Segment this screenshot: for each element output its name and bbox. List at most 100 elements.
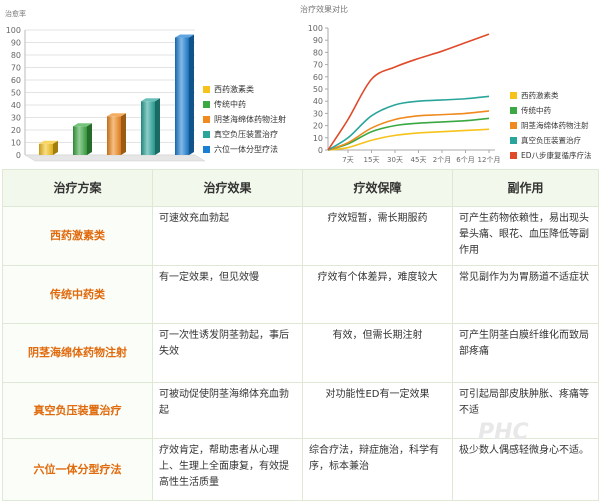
bar-side [155,98,160,155]
table-row: 阴茎海绵体药物注射 可一次性诱发阴茎勃起，事后失效 有效，但需长期注射 可产生阴… [2,323,599,383]
bar-side [189,34,194,155]
row-plan: 六位一体分型疗法 [2,438,153,501]
legend-swatch [203,101,210,108]
row-side-effect: 可产生阴茎白膜纤维化而致局部疼痛 [452,323,599,383]
y-tick-label: 50 [11,89,21,98]
legend-label: 真空负压装置治疗 [521,135,581,145]
series-line [327,33,490,151]
bar-chart-floor [24,154,206,162]
bar-chart-y-ticks: 0 10 20 30 40 50 60 70 80 90 100 [6,26,21,160]
line-chart-x-ticks: 7天 15天 30天 45天 2个月 6个月 12个月 [342,150,500,164]
row-plan: 阴茎海绵体药物注射 [2,323,153,383]
watermark: PHC [478,420,529,445]
row-side-effect: 极少数人偶感轻微身心不适。 [452,438,599,501]
y-tick-label: 30 [11,114,21,123]
legend-swatch [203,116,210,123]
bar-top [175,34,194,38]
header-guarantee: 疗效保障 [302,169,453,207]
x-tick-label: 6个月 [456,156,474,164]
x-tick-label: 12个月 [478,156,501,164]
series-line [327,95,490,151]
bar-side [121,113,126,155]
legend-swatch [510,122,517,129]
bar [73,126,87,155]
legend-label: 传统中药 [521,105,551,115]
legend-swatch [510,152,517,159]
legend-label: 传统中药 [214,99,246,109]
row-guarantee: 综合疗法，辩症施治，科学有序，标本兼治 [302,438,453,501]
row-effect: 可一次性诱发阴茎勃起，事后失效 [152,323,303,383]
header-effect: 治疗效果 [152,169,303,207]
comparison-table: 治疗方案 治疗效果 疗效保障 副作用 西药激素类 可速效充血勃起 疗效短暂，需长… [2,169,599,501]
table-row: 六位一体分型疗法 疗效肯定，帮助患者从心理上、生理上全面康复，有效提高性生活质量… [2,438,599,501]
bar-chart: 治愈率 0 10 20 30 40 50 60 70 80 90 100 西药激素类传统中药阴茎海绵… [5,9,286,162]
bar-top [39,140,58,144]
row-guarantee: 有效，但需长期注射 [302,323,453,383]
row-effect: 可速效充血勃起 [152,206,303,266]
legend-swatch [203,146,210,153]
legend-swatch [510,107,517,114]
row-side-effect: 可引起局部皮肤肿胀、疼痛等不适 [452,382,599,439]
y-tick-label: 70 [313,61,323,70]
bar-chart-floor-plane [24,154,206,162]
legend-label: ED八步康复循序疗法 [521,150,592,160]
x-tick-label: 7天 [342,156,353,164]
y-tick-label: 10 [313,134,323,143]
table-row: 真空负压装置治疗 可被动促使阴茎海绵体充血勃起 对功能性ED有一定效果 可引起局… [2,382,599,439]
y-tick-label: 60 [313,73,323,82]
bar-chart-y-axis-label: 治愈率 [5,9,26,18]
row-effect: 有一定效果，但见效慢 [152,265,303,324]
series-line [327,128,490,151]
y-tick-label: 90 [313,36,323,45]
line-chart-axes [327,28,495,151]
bar [39,143,53,155]
legend-label: 西药激素类 [214,84,254,94]
y-tick-label: 40 [11,101,21,110]
series-line [327,117,490,151]
x-tick-label: 45天 [411,156,427,164]
legend-label: 西药激素类 [521,90,559,100]
legend-swatch [510,92,517,99]
legend-swatch [203,86,210,93]
table-row: 西药激素类 可速效充血勃起 疗效短暂，需长期服药 可产生药物依赖性，易出现头晕头… [2,206,599,266]
line-chart-title: 治疗效果对比 [300,4,348,14]
row-effect: 疗效肯定，帮助患者从心理上、生理上全面康复，有效提高性生活质量 [152,438,303,501]
line-chart-series [327,33,490,151]
bar-side [53,140,58,155]
row-guarantee: 疗效有个体差异，难度较大 [302,265,453,324]
bar-top [141,98,160,102]
bar [141,101,155,155]
row-side-effect: 常见副作为为胃肠道不适症状 [452,265,599,324]
line-chart-y-ticks: 0 10 20 30 40 50 60 70 80 90 100 [308,24,328,155]
legend-label: 阴茎海绵体药物注射 [521,120,589,130]
table-row: 传统中药类 有一定效果，但见效慢 疗效有个体差异，难度较大 常见副作为为胃肠道不… [2,265,599,324]
row-plan: 西药激素类 [2,206,153,266]
bar [175,37,189,155]
row-plan: 真空负压装置治疗 [2,382,153,439]
row-side-effect: 可产生药物依赖性，易出现头晕头痛、眼花、血压降低等副作用 [452,206,599,266]
y-tick-label: 10 [11,139,21,148]
row-guarantee: 疗效短暂，需长期服药 [302,206,453,266]
series-line [327,110,490,151]
bar-chart-bars [39,34,194,155]
row-effect: 可被动促使阴茎海绵体充血勃起 [152,382,303,439]
y-tick-label: 80 [313,48,323,57]
y-tick-label: 40 [313,97,323,106]
bar-top [107,113,126,117]
row-guarantee: 对功能性ED有一定效果 [302,382,453,439]
header-plan: 治疗方案 [2,169,153,207]
y-tick-label: 100 [308,24,323,33]
y-tick-label: 20 [11,126,21,135]
legend-swatch [510,137,517,144]
y-tick-label: 70 [11,64,21,73]
y-tick-label: 30 [313,109,323,118]
y-tick-label: 20 [313,122,323,131]
y-tick-label: 50 [313,85,323,94]
line-chart: 治疗效果对比 0 10 20 30 40 50 60 70 80 90 100 7天 15天 30天 45… [300,4,592,164]
legend-swatch [203,131,210,138]
x-tick-label: 15天 [364,156,380,164]
y-tick-label: 0 [16,151,21,160]
x-tick-label: 2个月 [433,156,451,164]
